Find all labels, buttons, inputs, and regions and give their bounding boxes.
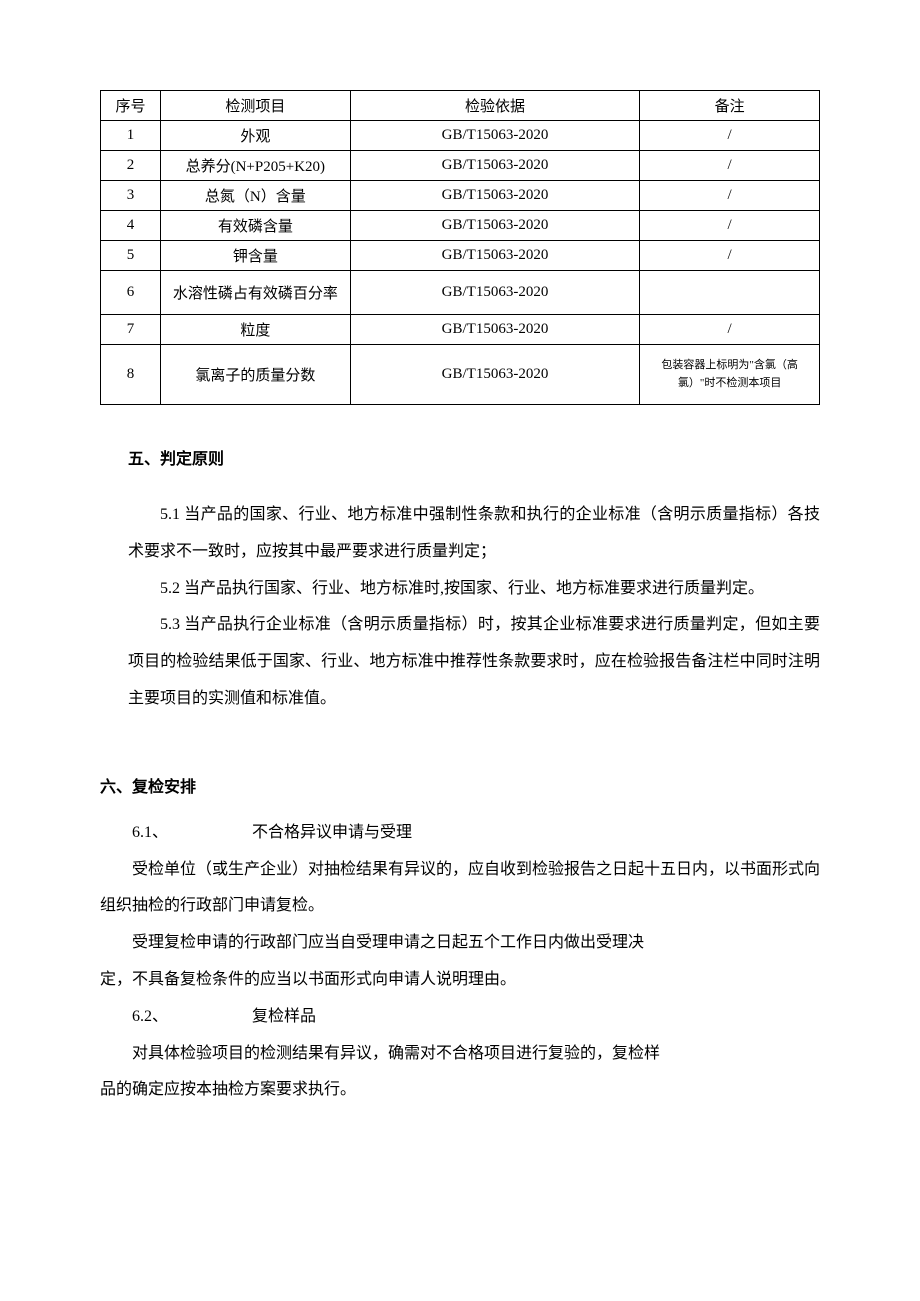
header-remark: 备注 bbox=[640, 91, 820, 121]
section-6-p1: 受检单位（或生产企业）对抽检结果有异议的，应自收到检验报告之日起十五日内，以书面… bbox=[100, 852, 820, 926]
table-row: 1 外观 GB/T15063-2020 / bbox=[101, 121, 820, 151]
cell-seq: 8 bbox=[101, 345, 161, 405]
cell-remark: / bbox=[640, 181, 820, 211]
cell-item: 有效磷含量 bbox=[160, 211, 350, 241]
section-5-p3: 5.3 当产品执行企业标准（含明示质量指标）时，按其企业标准要求进行质量判定，但… bbox=[128, 607, 820, 717]
section-6-p3: 对具体检验项目的检测结果有异议，确需对不合格项目进行复验的，复检样 bbox=[100, 1036, 820, 1073]
table-row: 8 氯离子的质量分数 GB/T15063-2020 包装容器上标明为"含氯（高氯… bbox=[101, 345, 820, 405]
sub2-num: 6.2、 bbox=[132, 999, 252, 1036]
cell-seq: 7 bbox=[101, 315, 161, 345]
inspection-table: 序号 检测项目 检验依据 备注 1 外观 GB/T15063-2020 / 2 … bbox=[100, 90, 820, 405]
section-6-p2: 受理复检申请的行政部门应当自受理申请之日起五个工作日内做出受理决 bbox=[100, 925, 820, 962]
section-6: 六、复检安排 6.1、不合格异议申请与受理 受检单位（或生产企业）对抽检结果有异… bbox=[100, 773, 820, 1109]
cell-item: 水溶性磷占有效磷百分率 bbox=[160, 271, 350, 315]
cell-seq: 3 bbox=[101, 181, 161, 211]
cell-item: 氯离子的质量分数 bbox=[160, 345, 350, 405]
cell-seq: 4 bbox=[101, 211, 161, 241]
cell-basis: GB/T15063-2020 bbox=[350, 121, 640, 151]
cell-remark: / bbox=[640, 121, 820, 151]
section-5: 五、判定原则 5.1 当产品的国家、行业、地方标准中强制性条款和执行的企业标准（… bbox=[100, 445, 820, 718]
table-row: 6 水溶性磷占有效磷百分率 GB/T15063-2020 bbox=[101, 271, 820, 315]
cell-remark bbox=[640, 271, 820, 315]
section-6-p2b: 定，不具备复检条件的应当以书面形式向申请人说明理由。 bbox=[100, 962, 820, 999]
section-6-sub1: 6.1、不合格异议申请与受理 bbox=[132, 815, 820, 852]
cell-item: 外观 bbox=[160, 121, 350, 151]
header-item: 检测项目 bbox=[160, 91, 350, 121]
table-row: 2 总养分(N+P205+K20) GB/T15063-2020 / bbox=[101, 151, 820, 181]
cell-basis: GB/T15063-2020 bbox=[350, 181, 640, 211]
cell-remark: / bbox=[640, 151, 820, 181]
cell-seq: 6 bbox=[101, 271, 161, 315]
cell-item: 钾含量 bbox=[160, 241, 350, 271]
cell-basis: GB/T15063-2020 bbox=[350, 241, 640, 271]
section-5-p2: 5.2 当产品执行国家、行业、地方标准时,按国家、行业、地方标准要求进行质量判定… bbox=[128, 571, 820, 608]
section-5-heading: 五、判定原则 bbox=[128, 445, 820, 469]
section-6-heading: 六、复检安排 bbox=[100, 773, 820, 797]
table-row: 3 总氮（N）含量 GB/T15063-2020 / bbox=[101, 181, 820, 211]
cell-basis: GB/T15063-2020 bbox=[350, 315, 640, 345]
header-basis: 检验依据 bbox=[350, 91, 640, 121]
cell-item: 总氮（N）含量 bbox=[160, 181, 350, 211]
cell-remark: / bbox=[640, 211, 820, 241]
cell-basis: GB/T15063-2020 bbox=[350, 271, 640, 315]
cell-remark: / bbox=[640, 241, 820, 271]
section-5-p1: 5.1 当产品的国家、行业、地方标准中强制性条款和执行的企业标准（含明示质量指标… bbox=[128, 497, 820, 571]
sub2-title: 复检样品 bbox=[252, 1008, 316, 1025]
cell-seq: 1 bbox=[101, 121, 161, 151]
cell-item: 粒度 bbox=[160, 315, 350, 345]
header-seq: 序号 bbox=[101, 91, 161, 121]
cell-remark: / bbox=[640, 315, 820, 345]
cell-basis: GB/T15063-2020 bbox=[350, 211, 640, 241]
cell-seq: 5 bbox=[101, 241, 161, 271]
sub1-num: 6.1、 bbox=[132, 815, 252, 852]
section-6-sub2: 6.2、复检样品 bbox=[132, 999, 820, 1036]
cell-item: 总养分(N+P205+K20) bbox=[160, 151, 350, 181]
cell-basis: GB/T15063-2020 bbox=[350, 151, 640, 181]
cell-remark: 包装容器上标明为"含氯（高氯）"时不检测本项目 bbox=[640, 345, 820, 405]
table-row: 4 有效磷含量 GB/T15063-2020 / bbox=[101, 211, 820, 241]
cell-basis: GB/T15063-2020 bbox=[350, 345, 640, 405]
cell-seq: 2 bbox=[101, 151, 161, 181]
table-row: 5 钾含量 GB/T15063-2020 / bbox=[101, 241, 820, 271]
section-6-p3b: 品的确定应按本抽检方案要求执行。 bbox=[100, 1072, 820, 1109]
sub1-title: 不合格异议申请与受理 bbox=[252, 824, 412, 841]
table-header-row: 序号 检测项目 检验依据 备注 bbox=[101, 91, 820, 121]
table-row: 7 粒度 GB/T15063-2020 / bbox=[101, 315, 820, 345]
